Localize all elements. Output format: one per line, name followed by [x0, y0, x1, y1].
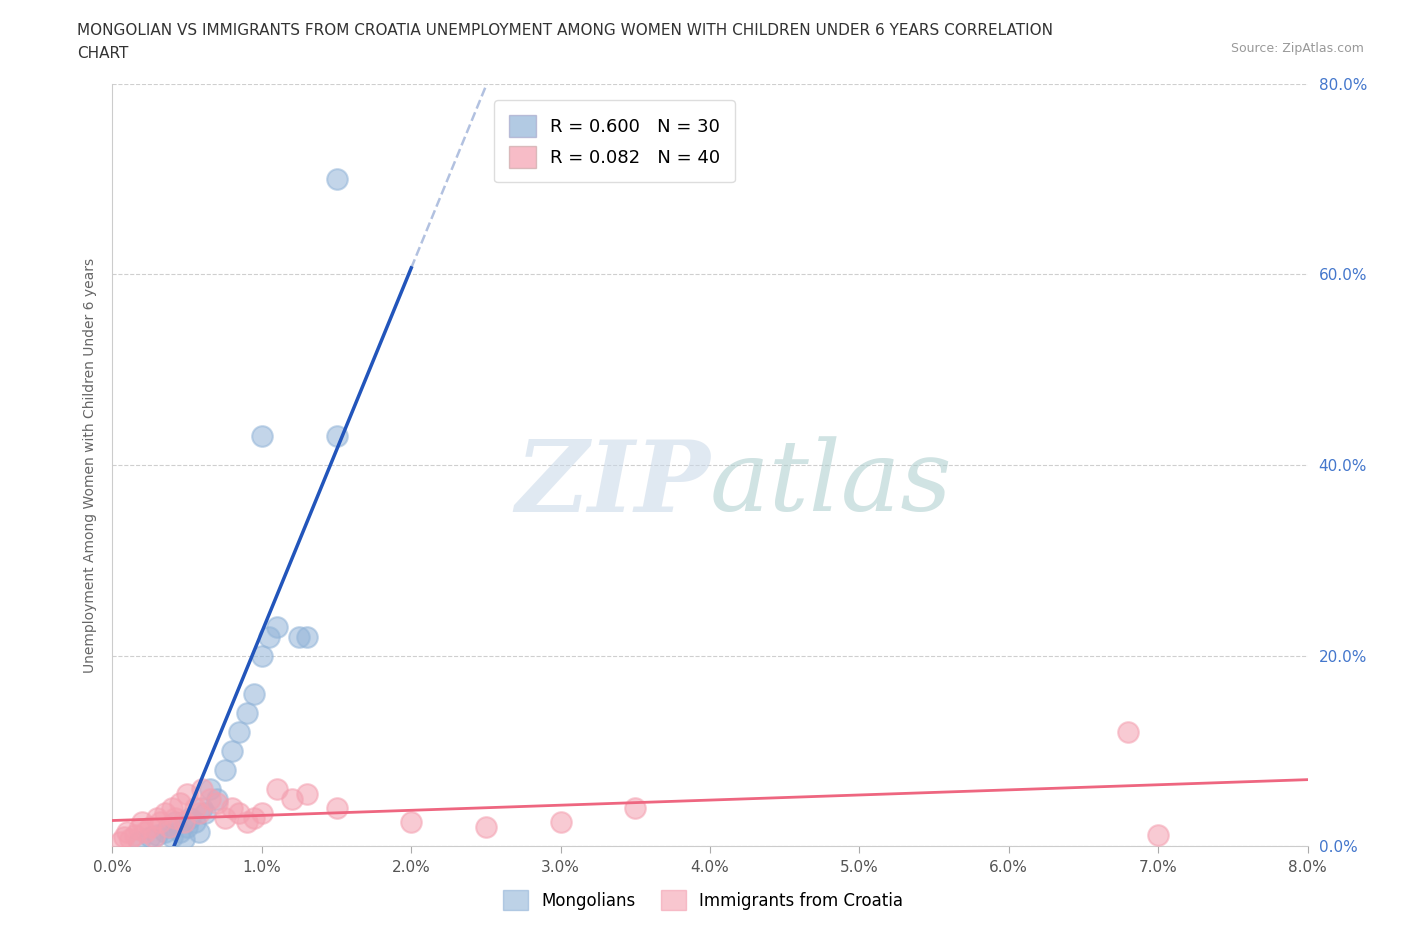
Text: MONGOLIAN VS IMMIGRANTS FROM CROATIA UNEMPLOYMENT AMONG WOMEN WITH CHILDREN UNDE: MONGOLIAN VS IMMIGRANTS FROM CROATIA UNE… [77, 23, 1053, 38]
Point [176, 787, 198, 802]
Point [191, 801, 214, 816]
Point [162, 830, 183, 844]
Point [401, 815, 423, 830]
Legend: R = 0.600   N = 30, R = 0.082   N = 40: R = 0.600 N = 30, R = 0.082 N = 40 [494, 100, 735, 182]
Point [183, 801, 205, 816]
Point [139, 820, 162, 835]
Point [325, 801, 347, 816]
Point [157, 820, 180, 835]
Point [243, 810, 266, 825]
Point [194, 805, 217, 820]
Point [157, 820, 180, 835]
Point [1147, 828, 1170, 843]
Point [550, 815, 572, 830]
Point [295, 787, 318, 802]
Point [173, 831, 195, 846]
Point [266, 781, 288, 796]
Point [205, 796, 228, 811]
Point [108, 834, 131, 849]
Legend: Mongolians, Immigrants from Croatia: Mongolians, Immigrants from Croatia [496, 884, 910, 917]
Point [236, 705, 259, 720]
Point [624, 801, 647, 816]
Point [250, 648, 273, 663]
Point [153, 805, 176, 820]
Point [325, 429, 347, 444]
Point [146, 810, 169, 825]
Point [146, 828, 169, 843]
Point [134, 825, 156, 840]
Point [191, 781, 214, 796]
Point [179, 810, 201, 825]
Point [288, 629, 311, 644]
Text: CHART: CHART [77, 46, 129, 61]
Point [214, 810, 236, 825]
Point [128, 834, 150, 849]
Point [149, 815, 172, 830]
Point [228, 805, 250, 820]
Point [475, 820, 498, 835]
Point [188, 805, 211, 820]
Point [143, 830, 166, 844]
Point [214, 763, 236, 777]
Point [114, 830, 135, 844]
Point [266, 619, 288, 634]
Point [295, 629, 318, 644]
Point [153, 825, 176, 840]
Point [128, 822, 150, 837]
Point [188, 825, 211, 840]
Point [221, 801, 243, 816]
Point [205, 791, 228, 806]
Point [165, 815, 187, 830]
Point [165, 810, 187, 825]
Point [176, 820, 198, 835]
Point [198, 781, 221, 796]
Point [1118, 724, 1140, 739]
Point [183, 815, 205, 830]
Y-axis label: Unemployment Among Women with Children Under 6 years: Unemployment Among Women with Children U… [83, 258, 97, 672]
Point [173, 815, 195, 830]
Point [131, 815, 153, 830]
Point [120, 831, 142, 846]
Point [259, 629, 281, 644]
Text: ZIP: ZIP [515, 436, 710, 532]
Point [139, 830, 162, 844]
Point [250, 805, 273, 820]
Point [124, 828, 146, 843]
Text: Source: ZipAtlas.com: Source: ZipAtlas.com [1230, 42, 1364, 55]
Point [250, 429, 273, 444]
Point [221, 744, 243, 759]
Point [169, 825, 191, 840]
Point [228, 724, 250, 739]
Point [198, 791, 221, 806]
Point [281, 791, 304, 806]
Point [243, 686, 266, 701]
Point [325, 171, 347, 186]
Point [162, 801, 183, 816]
Point [236, 815, 259, 830]
Point [117, 825, 139, 840]
Point [169, 796, 191, 811]
Text: atlas: atlas [710, 436, 953, 532]
